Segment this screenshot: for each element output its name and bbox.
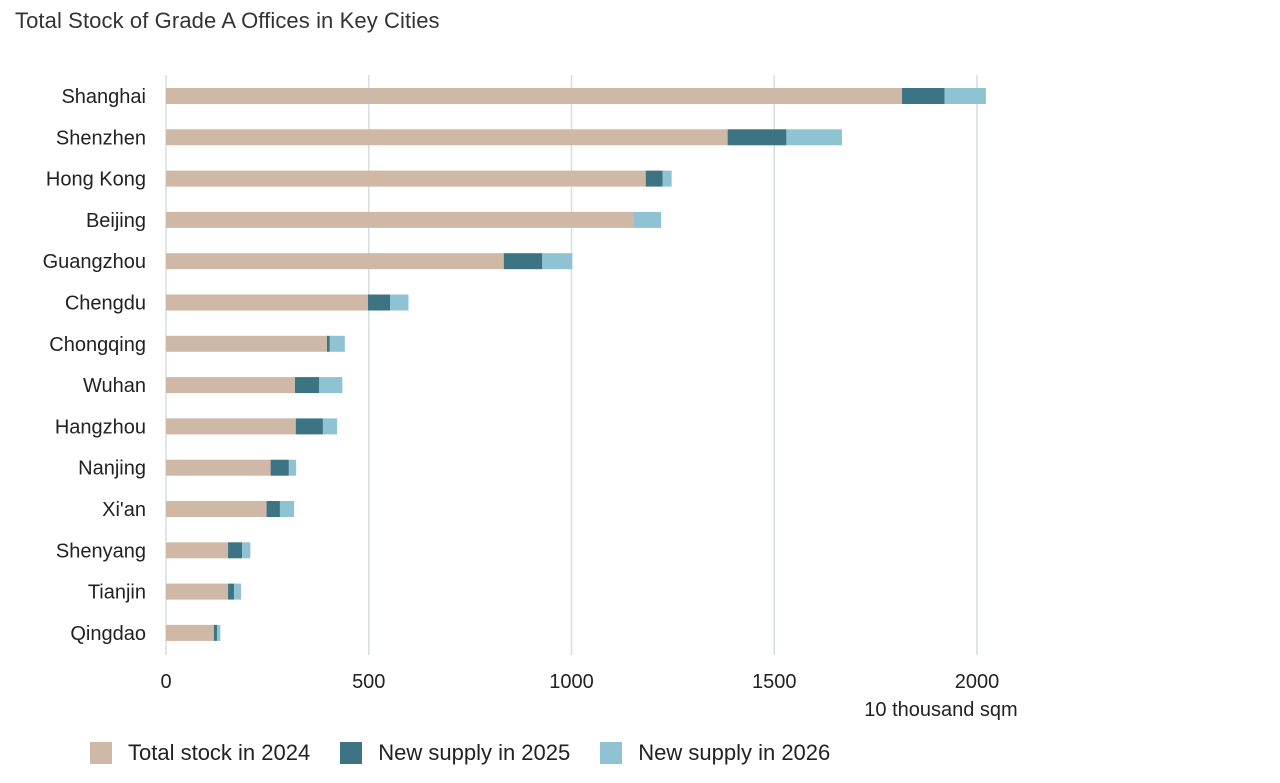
- bar-chengdu-s0: [166, 294, 368, 311]
- bar-hong-kong-s2: [662, 170, 672, 187]
- category-label-shenzhen: Shenzhen: [56, 127, 146, 149]
- bar-shenyang-s0: [166, 542, 229, 559]
- bar-shenyang-s1: [228, 542, 243, 559]
- bar-guangzhou-s2: [542, 253, 573, 270]
- legend-label-supply-2026: New supply in 2026: [638, 740, 831, 765]
- bar-nanjing-s1: [270, 459, 289, 476]
- bar-hangzhou-s0: [166, 418, 296, 435]
- bar-xi-an-s1: [266, 501, 280, 517]
- x-axis-label: 10 thousand sqm: [864, 699, 1017, 721]
- bar-guangzhou-s1: [503, 253, 543, 270]
- bar-xi-an-s2: [279, 501, 295, 517]
- category-label-hangzhou: Hangzhou: [55, 416, 146, 438]
- category-label-xi-an: Xi'an: [102, 499, 146, 521]
- bar-wuhan-s1: [294, 377, 320, 394]
- category-label-beijing: Beijing: [86, 210, 146, 232]
- chart-title: Total Stock of Grade A Offices in Key Ci…: [15, 8, 440, 33]
- bar-wuhan-s0: [166, 377, 295, 394]
- legend-label-supply-2025: New supply in 2025: [378, 740, 571, 765]
- x-tick-labels: 0 500 1000 1500 2000: [160, 671, 999, 693]
- bar-nanjing-s2: [288, 459, 297, 476]
- bar-shenzhen-s2: [786, 129, 842, 146]
- legend-item-total-2024: Total stock in 2024: [90, 740, 310, 766]
- bar-beijing-s2: [633, 211, 662, 228]
- bar-hong-kong-s1: [645, 170, 663, 187]
- x-tick-1500: 1500: [752, 671, 797, 693]
- bar-qingdao-s1: [213, 624, 218, 641]
- category-label-nanjing: Nanjing: [78, 458, 146, 480]
- legend-swatch-supply-2025: [340, 742, 363, 764]
- bars-group: [166, 88, 986, 641]
- legend-swatch-total-2024: [90, 742, 112, 764]
- category-label-hong-kong: Hong Kong: [46, 169, 146, 191]
- bar-qingdao-s0: [166, 624, 214, 641]
- category-label-shenyang: Shenyang: [56, 540, 146, 562]
- bar-shanghai-s1: [901, 88, 945, 104]
- bar-beijing-s0: [166, 211, 634, 228]
- x-tick-500: 500: [352, 671, 385, 693]
- bar-tianjin-s1: [228, 583, 235, 600]
- bar-tianjin-s2: [234, 583, 242, 600]
- bar-shenzhen-s1: [727, 129, 787, 146]
- bar-wuhan-s2: [319, 377, 343, 394]
- bar-hangzhou-s2: [322, 418, 338, 435]
- bar-shanghai-s2: [944, 88, 986, 104]
- grid-lines: [368, 75, 978, 655]
- legend-item-supply-2026: New supply in 2026: [600, 740, 830, 766]
- category-label-tianjin: Tianjin: [88, 582, 146, 604]
- x-tick-1000: 1000: [549, 671, 594, 693]
- legend-label-total-2024: Total stock in 2024: [128, 740, 311, 765]
- legend-item-supply-2025: New supply in 2025: [340, 740, 570, 766]
- category-label-guangzhou: Guangzhou: [43, 251, 146, 273]
- bar-hong-kong-s0: [166, 170, 646, 187]
- bar-chongqing-s1: [326, 335, 330, 352]
- category-label-chongqing: Chongqing: [49, 334, 146, 356]
- bar-hangzhou-s1: [295, 418, 323, 435]
- x-tick-2000: 2000: [955, 671, 1000, 693]
- legend: Total stock in 2024 New supply in 2025 N…: [90, 740, 860, 766]
- bar-chengdu-s1: [367, 294, 391, 311]
- bar-qingdao-s2: [217, 624, 221, 641]
- bar-shenzhen-s0: [166, 129, 728, 146]
- bar-chongqing-s0: [166, 335, 327, 352]
- bar-shenyang-s2: [242, 542, 251, 559]
- category-label-wuhan: Wuhan: [83, 375, 146, 397]
- legend-swatch-supply-2026: [600, 742, 623, 764]
- category-label-qingdao: Qingdao: [70, 623, 146, 645]
- bar-shanghai-s0: [166, 88, 902, 104]
- category-label-shanghai: Shanghai: [61, 86, 146, 108]
- bar-guangzhou-s0: [166, 253, 504, 270]
- category-labels: Shanghai Shenzhen Hong Kong Beijing Guangzho…: [43, 86, 146, 645]
- x-tick-0: 0: [160, 671, 171, 693]
- bar-nanjing-s0: [166, 459, 271, 476]
- bar-xi-an-s0: [166, 501, 267, 517]
- bar-chengdu-s2: [390, 294, 409, 311]
- category-label-chengdu: Chengdu: [65, 293, 146, 315]
- bar-chongqing-s2: [329, 335, 345, 352]
- bar-tianjin-s0: [166, 583, 229, 600]
